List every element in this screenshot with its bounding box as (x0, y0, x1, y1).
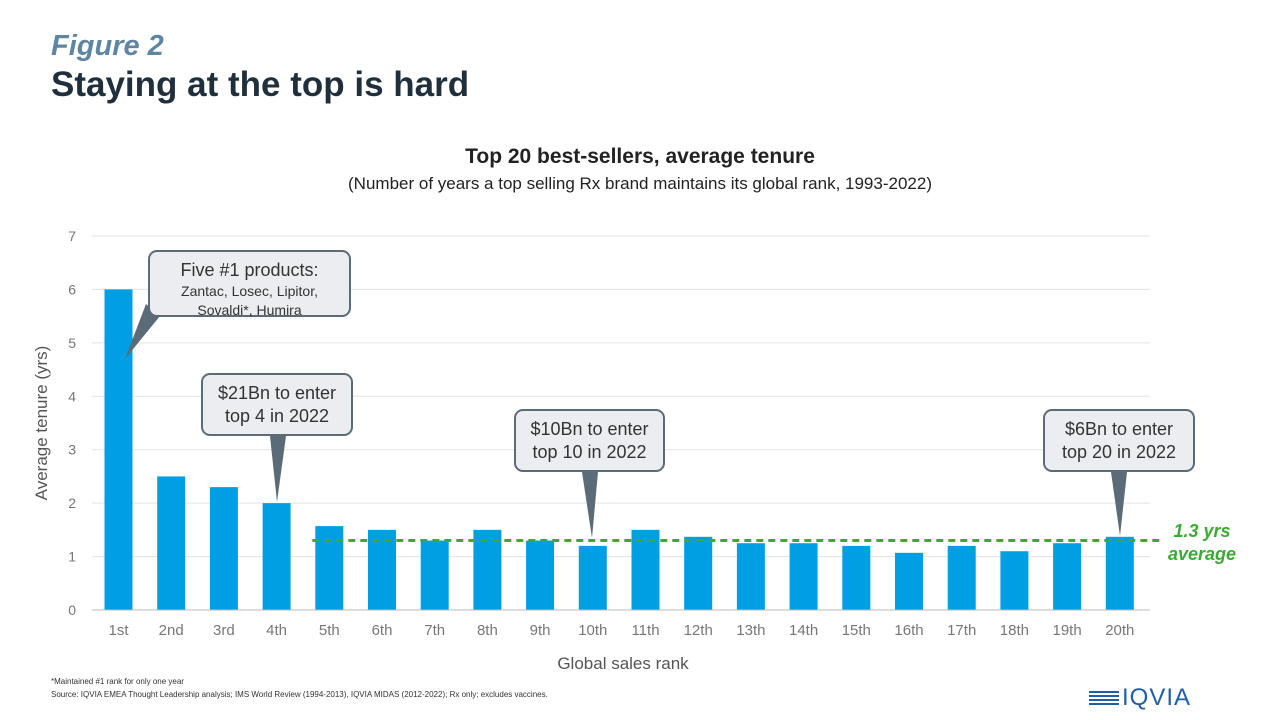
average-label-value: 1.3 yrs (1173, 521, 1231, 541)
callout-top20-line1: $6Bn to enter (1064, 419, 1174, 439)
x-tick-label: 3rd (213, 622, 235, 639)
bar (684, 536, 713, 610)
x-axis-title: Global sales rank (557, 654, 689, 673)
footnote-note: *Maintained #1 rank for only one year (51, 677, 184, 686)
bar (1000, 551, 1029, 610)
x-tick-label: 2nd (159, 622, 184, 639)
x-tick-label: 13th (736, 622, 765, 639)
y-tick-label: 2 (68, 495, 76, 511)
bar (789, 543, 818, 610)
x-tick-label: 5th (319, 622, 340, 639)
x-tick-label: 15th (842, 622, 871, 639)
y-tick-label: 7 (68, 228, 76, 244)
x-tick-label: 6th (372, 622, 393, 639)
figure-title: Staying at the top is hard (51, 65, 470, 104)
x-tick-label: 10th (578, 622, 607, 639)
callout-pointer-first (125, 304, 160, 359)
callout-top20-line2: top 20 in 2022 (1061, 442, 1177, 462)
y-tick-label: 5 (68, 335, 76, 351)
x-tick-label: 9th (530, 622, 551, 639)
callout-top10-line1: $10Bn to enter (530, 419, 649, 439)
callout-pointer-tenth (582, 472, 598, 538)
bar (842, 545, 871, 610)
callout-top10: $10Bn to enter top 10 in 2022 (514, 409, 665, 472)
x-tick-label: 11th (631, 622, 659, 639)
x-tick-label: 12th (684, 622, 713, 639)
bar (104, 289, 133, 610)
callout-pointer-fourth (270, 436, 286, 502)
bar (526, 540, 555, 610)
average-label: 1.3 yrs average (1160, 520, 1244, 566)
bar (368, 529, 396, 610)
x-tick-label: 18th (1000, 622, 1029, 639)
footnote-source: Source: IQVIA EMEA Thought Leadership an… (51, 690, 548, 699)
average-label-word: average (1167, 544, 1237, 564)
figure-label: Figure 2 (51, 30, 164, 62)
bar (473, 529, 502, 610)
callout-top4: $21Bn to enter top 4 in 2022 (201, 373, 353, 436)
x-tick-label: 14th (789, 622, 818, 639)
bar (895, 552, 923, 610)
callout-first-line1: Zantac, Losec, Lipitor, (181, 283, 318, 299)
x-tick-label: 7th (424, 622, 445, 639)
x-tick-label: 8th (477, 622, 498, 639)
bar (947, 545, 976, 610)
bar (578, 545, 607, 610)
callout-top20: $6Bn to enter top 20 in 2022 (1043, 409, 1195, 472)
y-tick-label: 6 (68, 281, 76, 297)
x-tick-label: 16th (894, 622, 923, 639)
x-tick-label: 19th (1052, 622, 1081, 639)
y-axis-title: Average tenure (yrs) (32, 346, 51, 501)
bar (1105, 536, 1134, 610)
callout-first-products: Five #1 products: Zantac, Losec, Lipitor… (148, 250, 351, 318)
callout-pointer-twentieth (1111, 472, 1127, 536)
callout-top4-line1: $21Bn to enter (217, 383, 337, 403)
x-tick-label: 17th (947, 622, 976, 639)
callout-first-line2: Sovaldi*, Humira (197, 302, 302, 318)
y-tick-label: 4 (68, 388, 76, 404)
x-tick-label: 20th (1105, 622, 1134, 639)
y-tick-label: 3 (68, 442, 76, 458)
x-tick-label: 4th (266, 622, 287, 639)
bar (736, 543, 765, 610)
bar (631, 529, 660, 610)
y-tick-label: 0 (68, 602, 76, 618)
chart-subtitle: (Number of years a top selling Rx brand … (348, 174, 932, 193)
bar (1053, 543, 1082, 610)
y-tick-label: 1 (68, 549, 76, 565)
callout-top4-line2: top 4 in 2022 (224, 406, 330, 426)
callout-top10-line2: top 10 in 2022 (532, 442, 647, 462)
x-tick-label: 1st (108, 622, 129, 639)
bar (315, 526, 344, 610)
bar (209, 487, 238, 610)
chart-title: Top 20 best-sellers, average tenure (465, 145, 815, 168)
bar (157, 476, 186, 610)
logo-text: IQVIA (1122, 684, 1192, 711)
bar (262, 503, 291, 610)
logo-lines-icon (1089, 691, 1119, 705)
iqvia-logo: IQVIA (1089, 684, 1191, 712)
bar (420, 540, 449, 610)
callout-first-heading: Five #1 products: (180, 260, 319, 280)
